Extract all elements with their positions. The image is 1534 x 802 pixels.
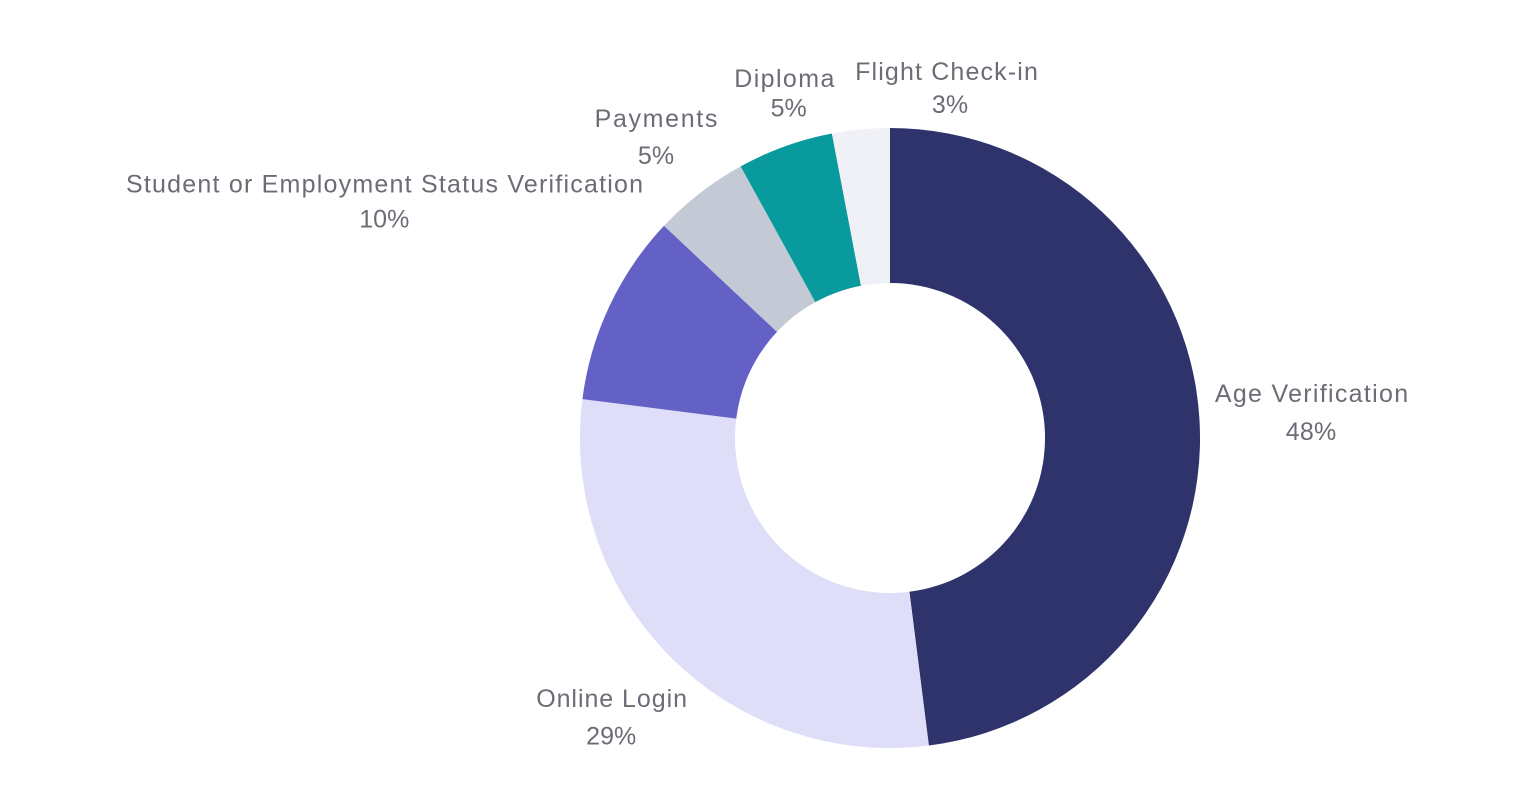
svg-text:10%: 10%: [359, 205, 409, 233]
svg-text:Age Verification: Age Verification: [1215, 380, 1410, 408]
svg-text:29%: 29%: [586, 723, 636, 751]
svg-text:3%: 3%: [932, 91, 968, 119]
svg-text:Student or Employment Status V: Student or Employment Status Verificatio…: [126, 170, 644, 198]
svg-text:Diploma: Diploma: [734, 65, 836, 93]
svg-text:Online Login: Online Login: [536, 685, 688, 713]
svg-text:Payments: Payments: [595, 105, 719, 133]
svg-text:5%: 5%: [771, 95, 807, 123]
svg-text:48%: 48%: [1286, 418, 1337, 446]
svg-text:5%: 5%: [638, 142, 674, 170]
svg-text:Flight Check-in: Flight Check-in: [855, 58, 1039, 86]
